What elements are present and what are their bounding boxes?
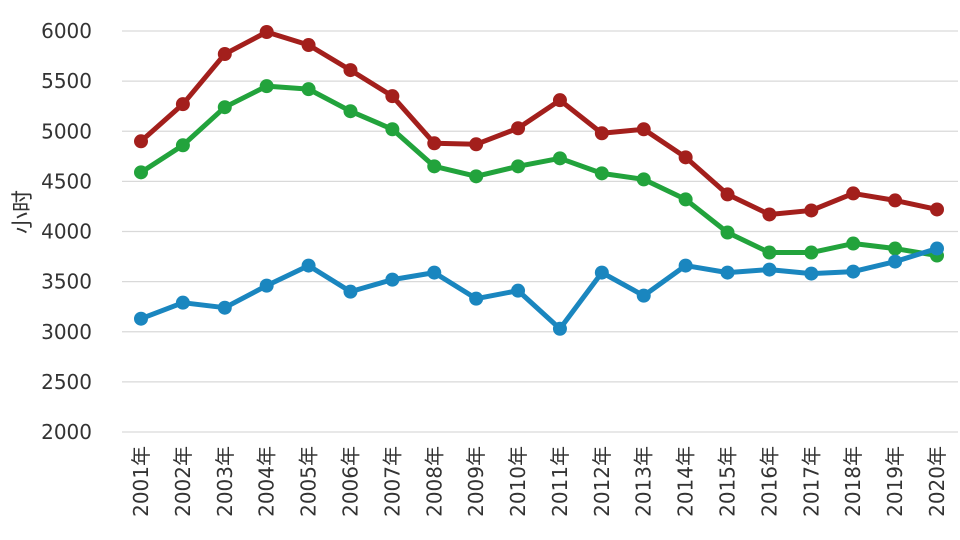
green-series-point: [385, 122, 400, 137]
red-series-point: [930, 202, 944, 217]
red-series-point: [678, 150, 693, 165]
red-series-point: [469, 137, 484, 152]
y-tick-label: 2500: [41, 370, 92, 394]
x-tick-label: 2015年: [716, 446, 740, 517]
blue-series-point: [259, 278, 274, 293]
x-tick-label: 2008年: [422, 446, 446, 517]
x-tick-label: 2006年: [338, 446, 362, 517]
green-series-point: [427, 159, 442, 174]
red-series-point: [888, 193, 903, 208]
red-series-point: [259, 25, 274, 40]
red-series-point: [134, 134, 148, 149]
green-series-point: [594, 166, 609, 181]
x-tick-label: 2001年: [129, 446, 153, 517]
green-series-point: [469, 169, 484, 184]
y-tick-label: 3000: [41, 320, 92, 344]
x-tick-label: 2003年: [213, 446, 237, 517]
x-tick-label: 2010年: [506, 446, 530, 517]
series-group: [134, 25, 944, 336]
blue-series-point: [134, 311, 148, 326]
y-axis-label: 小时: [11, 190, 36, 234]
green-series-point: [846, 236, 861, 251]
blue-series-line: [138, 246, 940, 332]
blue-series-point: [385, 272, 400, 287]
x-tick-label: 2020年: [925, 446, 949, 517]
blue-series-point: [804, 266, 819, 281]
green-series: [134, 79, 944, 263]
y-tick-label: 5000: [41, 119, 92, 143]
x-tick-label: 2009年: [464, 446, 488, 517]
y-tick-label: 4500: [41, 169, 92, 193]
red-series-point: [762, 207, 777, 222]
x-tick-label: 2005年: [297, 446, 321, 517]
red-series-point: [720, 187, 735, 202]
blue-series-point: [888, 254, 903, 269]
blue-series-point: [427, 265, 442, 280]
y-tick-label: 3500: [41, 270, 92, 294]
red-series-point: [175, 97, 190, 112]
blue-series-point: [762, 262, 777, 277]
x-tick-label: 2002年: [171, 446, 195, 517]
red-series-point: [301, 38, 316, 53]
red-series-line: [138, 29, 940, 217]
red-series-point: [636, 122, 651, 137]
blue-series-point: [678, 258, 693, 273]
x-tick-label: 2004年: [255, 446, 279, 517]
x-tick-label: 2016年: [757, 446, 781, 517]
red-series-point: [511, 121, 526, 136]
green-series-point: [888, 241, 903, 256]
x-tick-label: 2019年: [883, 446, 907, 517]
green-series-point: [720, 225, 735, 240]
blue-series-point: [511, 283, 526, 298]
blue-series-point: [552, 321, 567, 336]
y-tick-label: 6000: [41, 19, 92, 43]
x-tick-label: 2014年: [674, 446, 698, 517]
blue-series: [134, 241, 944, 336]
red-series-point: [846, 186, 861, 201]
x-tick-label: 2007年: [380, 446, 404, 517]
x-tick-label: 2018年: [841, 446, 865, 517]
green-series-point: [301, 82, 316, 97]
blue-series-point: [469, 291, 484, 306]
red-series-point: [552, 93, 567, 108]
red-series: [134, 25, 944, 222]
x-axis-ticks: 2001年 2002年 2003年 2004年 2005年 2006年 2007年 2008年…: [129, 446, 949, 517]
y-axis-ticks: 2000 2500 3000 3500 4000 4500 5000 5500 6000: [41, 19, 92, 444]
green-series-point: [134, 165, 148, 180]
green-series-point: [804, 245, 819, 260]
x-tick-label: 2017年: [799, 446, 823, 517]
green-series-point: [762, 245, 777, 260]
blue-series-point: [594, 265, 609, 280]
gridlines: [122, 30, 958, 433]
y-tick-label: 2000: [41, 420, 92, 444]
blue-series-point: [217, 300, 232, 315]
x-tick-label: 2011年: [548, 446, 572, 517]
y-tick-label: 4000: [41, 220, 92, 244]
red-series-point: [385, 89, 400, 104]
red-series-point: [217, 47, 232, 62]
blue-series-point: [343, 284, 358, 299]
blue-series-point: [175, 295, 190, 310]
red-series-point: [594, 126, 609, 141]
blue-series-point: [720, 265, 735, 280]
red-series-point: [343, 63, 358, 78]
blue-series-point: [301, 258, 316, 273]
red-series-point: [804, 203, 819, 218]
green-series-point: [259, 79, 274, 94]
green-series-point: [217, 100, 232, 115]
x-tick-label: 2012年: [590, 446, 614, 517]
y-tick-label: 5500: [41, 69, 92, 93]
green-series-point: [678, 192, 693, 207]
blue-series-point: [930, 241, 944, 256]
blue-series-point: [846, 264, 861, 279]
green-series-point: [636, 172, 651, 187]
green-series-point: [175, 138, 190, 153]
green-series-point: [511, 159, 526, 174]
x-tick-label: 2013年: [632, 446, 656, 517]
red-series-point: [427, 136, 442, 151]
green-series-point: [552, 151, 567, 166]
green-series-point: [343, 104, 358, 119]
blue-series-point: [636, 288, 651, 303]
